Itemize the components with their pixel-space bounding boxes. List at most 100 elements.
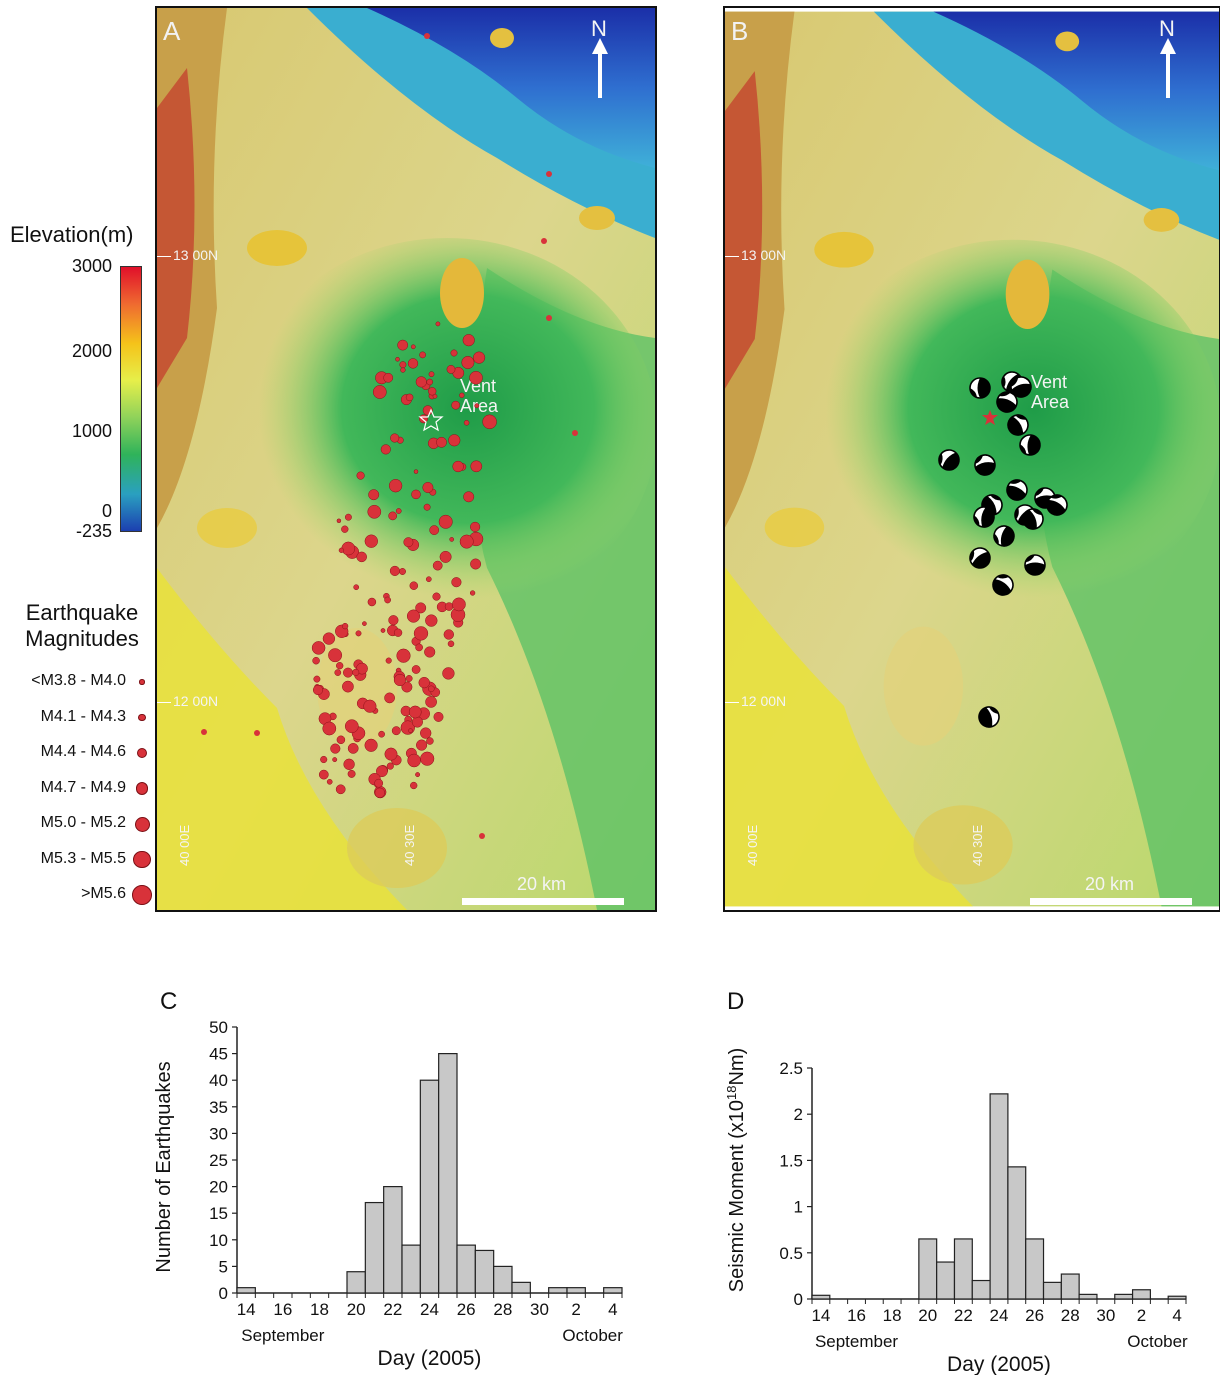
focal-mechanism-icon (1007, 414, 1029, 436)
y-tick-label: 30 (209, 1124, 228, 1143)
earthquake-dot (450, 349, 458, 357)
x-tick-label: 14 (237, 1300, 256, 1319)
bar (989, 1093, 1009, 1300)
focal-mechanism-icon (1010, 376, 1032, 398)
earthquake-dot (446, 365, 456, 374)
earthquake-dot (447, 640, 455, 648)
map-b-vent-label-line1: Vent (1031, 372, 1068, 392)
earthquake-dot (462, 334, 475, 347)
earthquake-dot (353, 584, 360, 591)
map-a-lat-13: 13 00N (173, 247, 219, 263)
x-axis-label: Day (2005) (378, 1347, 482, 1370)
map-b-panel-letter: B (731, 16, 749, 46)
earthquake-dot (410, 344, 416, 350)
earthquake-dot (418, 676, 430, 689)
focal-mechanism-icon (978, 706, 1000, 728)
earthquake-dot (448, 434, 461, 447)
earthquake-dot (470, 521, 481, 532)
earthquake-dot (390, 433, 400, 443)
bar (1167, 1295, 1187, 1300)
earthquake-dot (385, 657, 392, 664)
earthquake-dot (312, 656, 320, 665)
earthquake-dot (312, 684, 324, 696)
y-tick-label: 15 (209, 1204, 228, 1223)
earthquake-dot (452, 460, 464, 473)
earthquake-dot (391, 726, 401, 736)
earthquake-dot (425, 614, 438, 627)
map-a-vent-label-line1: Vent (460, 376, 497, 396)
x-tick-label: 18 (310, 1300, 329, 1319)
bar (918, 1238, 938, 1300)
map-a-scale-label: 20 km (517, 874, 567, 894)
focal-mechanism-icon (993, 525, 1015, 547)
earthquake-dot (409, 581, 419, 590)
earthquake-dot (356, 662, 368, 675)
x-tick-label: 24 (990, 1306, 1009, 1325)
earthquake-dot (393, 628, 403, 637)
y-axis-label: Seismic Moment (x1018Nm) (724, 1048, 749, 1293)
earthquake-dot (393, 673, 406, 687)
magnitude-legend-dot (136, 747, 148, 759)
month-label-september: September (241, 1326, 324, 1345)
map-a-terrain (157, 8, 655, 910)
earthquake-dot (318, 769, 329, 780)
earthquake-dot (449, 537, 455, 542)
earthquake-dot (459, 534, 474, 549)
earthquake-dot (438, 514, 453, 529)
bar (1025, 1238, 1045, 1300)
focal-mechanism-icon (992, 574, 1014, 596)
magnitude-legend-dot (135, 782, 149, 795)
earthquake-dot (415, 376, 427, 388)
earthquake-dot (338, 547, 345, 553)
earthquake-dot (388, 615, 399, 626)
y-tick-label: 2.5 (779, 1059, 803, 1078)
earthquake-dot (541, 238, 547, 244)
earthquake-dot (423, 503, 431, 511)
x-tick-label: 24 (420, 1300, 439, 1319)
focal-mechanism-icon (974, 454, 996, 476)
earthquake-dot (470, 460, 483, 473)
focal-mechanism-icon (1006, 479, 1028, 501)
earthquake-dot (435, 321, 441, 327)
y-tick-label: 0.5 (779, 1244, 803, 1263)
x-tick-label: 22 (954, 1306, 973, 1325)
x-tick-label: 4 (1172, 1306, 1181, 1325)
earthquake-dot (400, 367, 406, 373)
magnitude-legend-title: Earthquake Magnitudes (12, 600, 152, 652)
chart-c-panel-letter: C (160, 988, 178, 1015)
bar (1131, 1289, 1151, 1300)
y-tick-label: 25 (209, 1151, 228, 1170)
bar (811, 1294, 831, 1300)
month-label-october: October (1127, 1332, 1188, 1351)
x-tick-label: 16 (273, 1300, 292, 1319)
map-b-vent-label-line2: Area (1031, 392, 1070, 412)
x-tick-label: 14 (811, 1306, 830, 1325)
earthquake-dot (330, 743, 341, 754)
magnitude-legend-label: M4.7 - M4.9 (40, 778, 126, 796)
bar (1007, 1166, 1027, 1300)
earthquake-dot (347, 743, 359, 754)
y-axis-label-exponent: 18 (724, 1086, 739, 1100)
earthquake-dot (463, 420, 470, 426)
earthquake-dot (362, 621, 367, 626)
map-a-earthquakes (201, 33, 578, 839)
x-tick-label: 16 (847, 1306, 866, 1325)
bar (419, 1079, 440, 1294)
earthquake-dot (420, 751, 435, 766)
focal-mechanism-icon (1022, 508, 1044, 530)
earthquake-dot (422, 482, 434, 493)
y-tick-label: 5 (219, 1257, 228, 1276)
map-b-focal-mechanisms (938, 371, 1068, 728)
y-tick-label: 40 (209, 1071, 228, 1090)
y-axis-label-unit: Nm) (726, 1048, 748, 1086)
earthquake-dot (424, 646, 436, 658)
earthquake-dot (479, 833, 485, 839)
focal-mechanism-icon (973, 506, 995, 528)
map-b-vent-label: Vent Area (1031, 372, 1069, 412)
earthquake-dot (384, 747, 398, 761)
month-label-october: October (562, 1326, 623, 1345)
bar (456, 1244, 476, 1294)
x-tick-label: 30 (1096, 1306, 1115, 1325)
earthquake-dot (415, 772, 421, 778)
